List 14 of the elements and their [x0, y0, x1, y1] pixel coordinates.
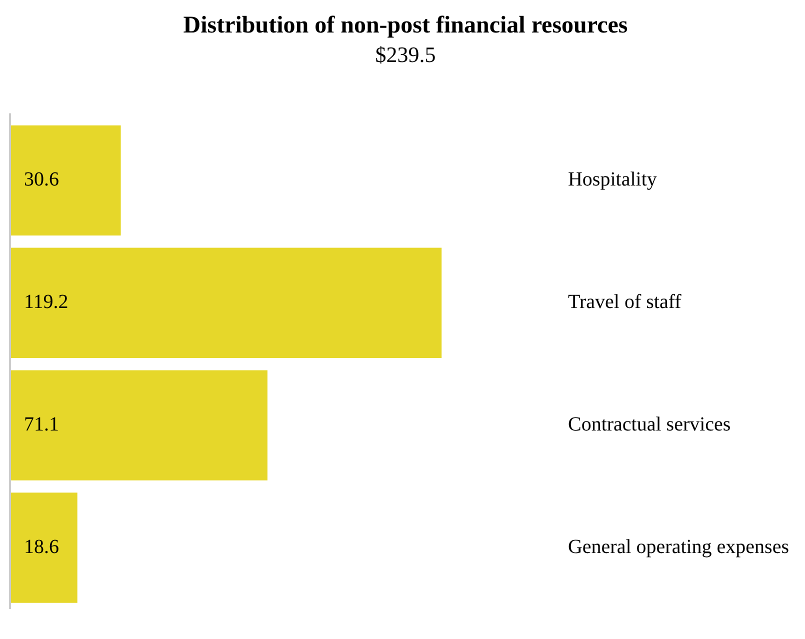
data-label: 71.1 — [24, 414, 59, 436]
y-tick-label: Hospitality — [568, 168, 657, 191]
chart-subtitle: $239.5 — [375, 42, 436, 67]
bar — [10, 248, 442, 358]
data-label: 18.6 — [24, 536, 59, 558]
bar — [10, 125, 121, 236]
bar — [10, 370, 268, 480]
data-label: 30.6 — [24, 168, 59, 191]
chart-title: Distribution of non-post financial resources — [183, 12, 628, 39]
bar — [10, 492, 78, 603]
y-tick-label: General operating expenses — [568, 536, 790, 558]
data-label: 119.2 — [24, 291, 68, 314]
y-tick-label: Travel of staff — [568, 291, 682, 314]
y-tick-label: Contractual services — [568, 414, 731, 436]
